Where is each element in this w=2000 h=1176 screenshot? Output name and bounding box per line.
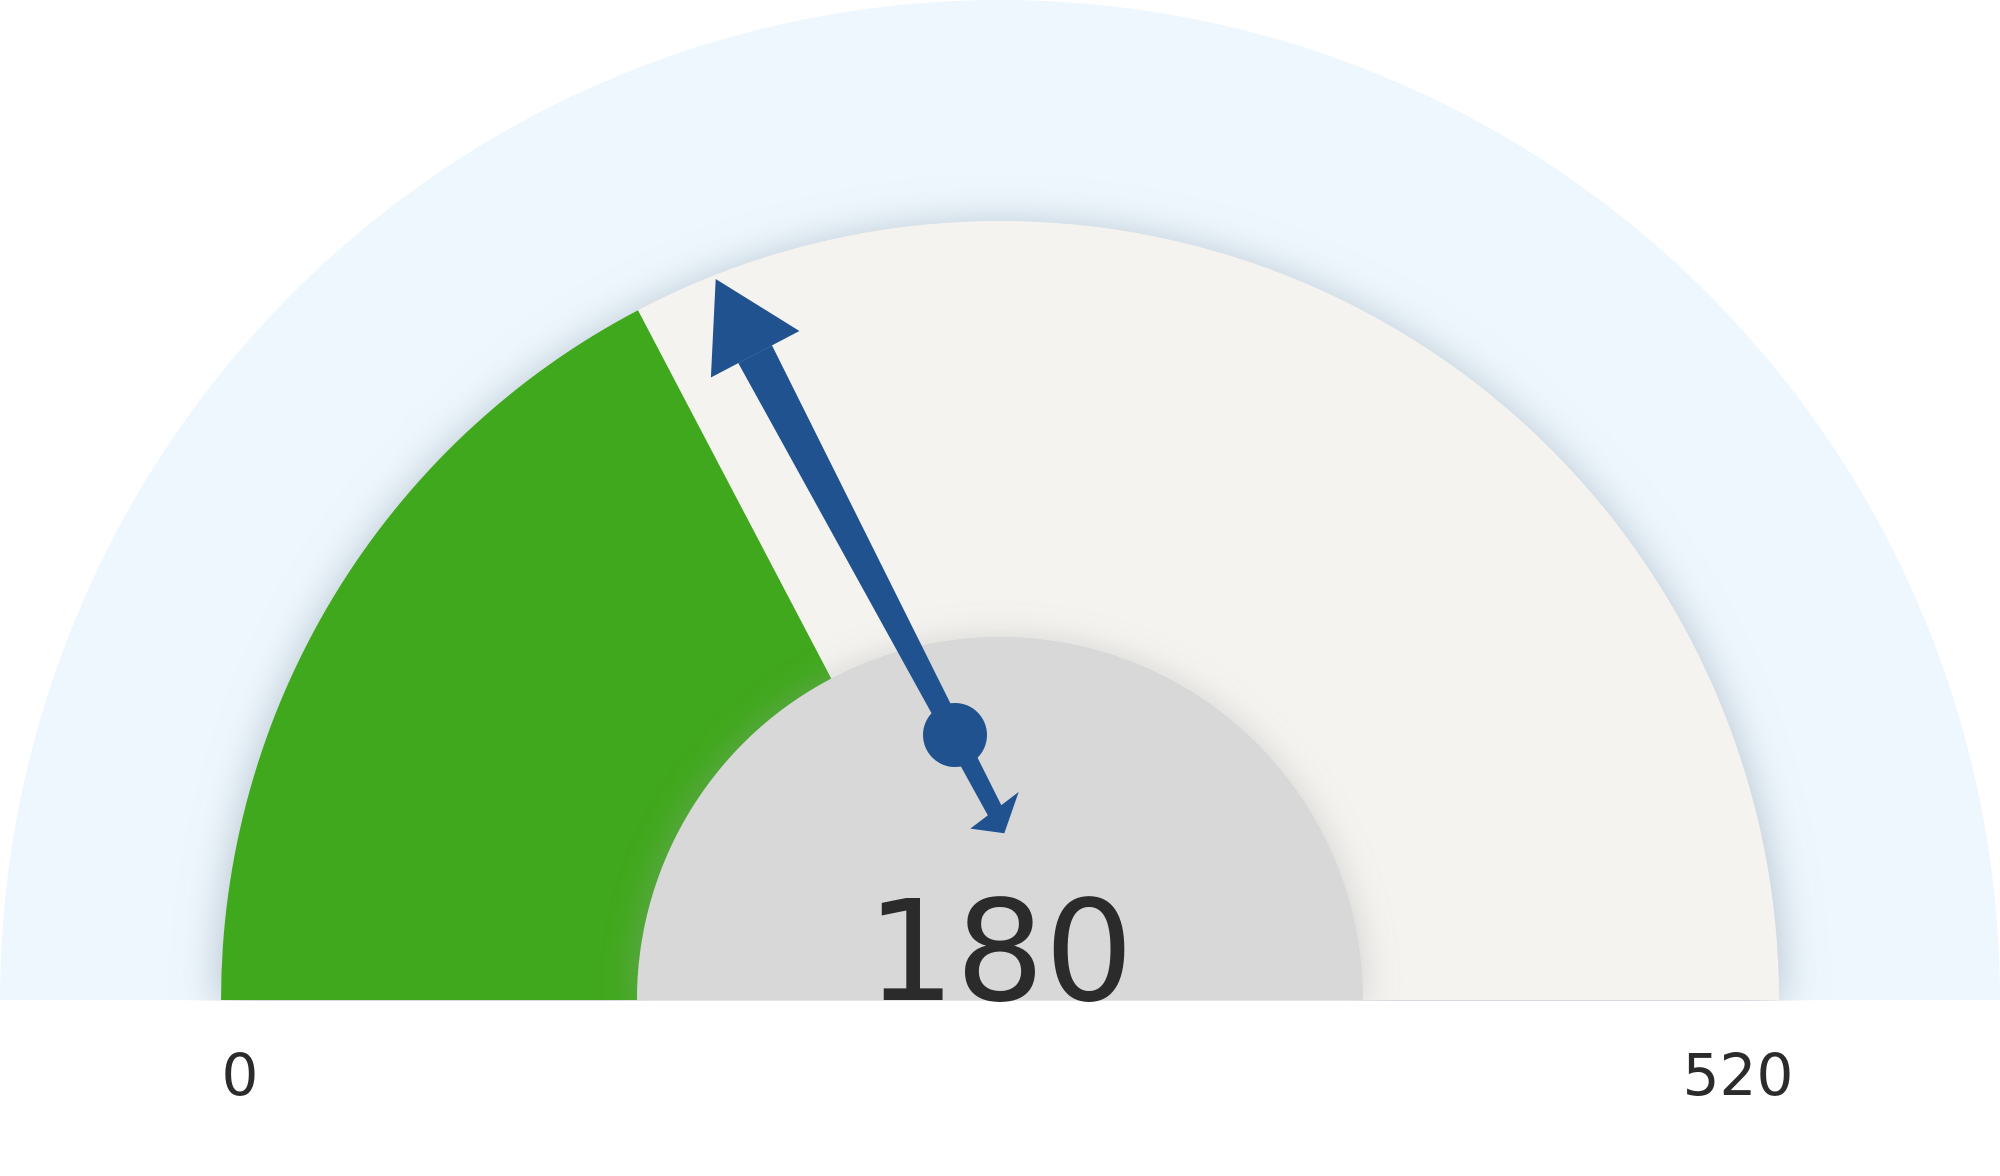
gauge-value-label: 180 [866, 871, 1133, 1034]
gauge-needle [710, 279, 1019, 834]
gauge-baseline [0, 1001, 2000, 1176]
gauge-value-arc [221, 310, 832, 1001]
needle-tail-arrowhead [970, 791, 1019, 834]
gauge-min-label: 0 [222, 1041, 259, 1109]
gauge-max-label: 520 [1683, 1041, 1794, 1109]
needle-hub [923, 703, 987, 767]
needle-arrowhead [710, 279, 800, 378]
